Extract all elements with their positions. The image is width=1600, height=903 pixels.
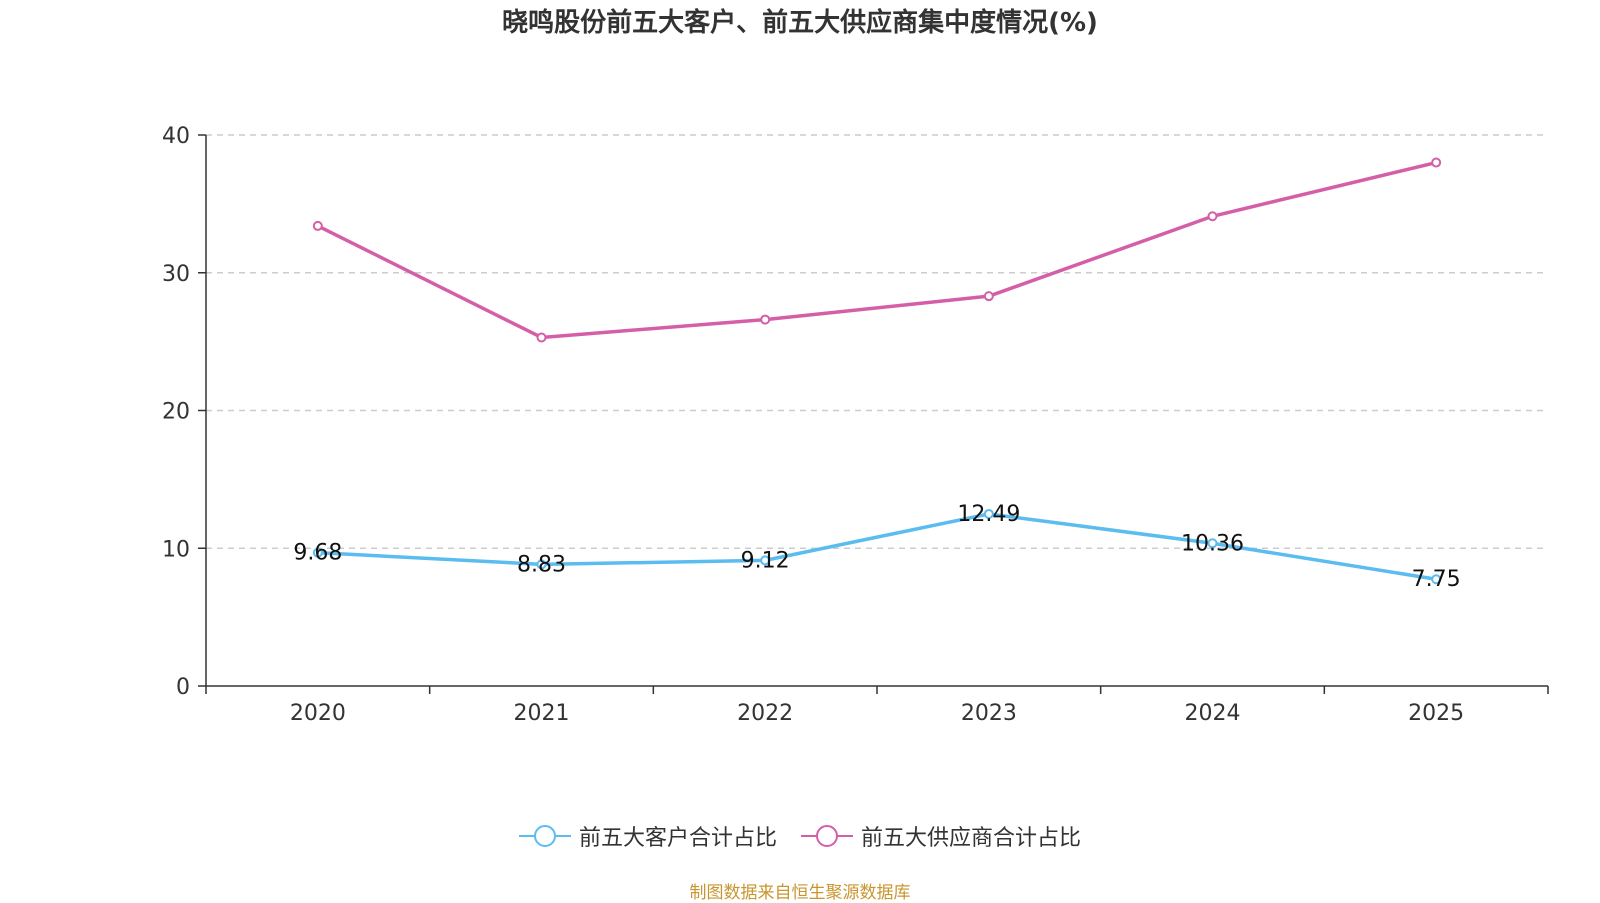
data-point-0[interactable] (1207, 538, 1218, 549)
data-point-1[interactable] (760, 314, 771, 325)
series-line-0 (317, 512, 1437, 581)
legend-marker-customers-icon (518, 825, 571, 847)
y-tick-label: 0 (176, 675, 190, 700)
x-tick-label: 2020 (290, 701, 346, 726)
data-point-1[interactable] (312, 220, 323, 231)
legend-item-customers[interactable]: 前五大客户合计占比 (518, 820, 777, 852)
data-label-0: 7.75 (1412, 567, 1461, 592)
data-label-0: 9.68 (293, 541, 342, 566)
data-label-0: 10.36 (1181, 531, 1244, 556)
x-tick-label: 2023 (961, 701, 1017, 726)
y-tick-label: 20 (162, 400, 190, 425)
data-point-1[interactable] (536, 332, 547, 343)
data-point-0[interactable] (312, 547, 323, 558)
legend-item-suppliers[interactable]: 前五大供应商合计占比 (801, 820, 1081, 852)
legend-marker-suppliers-icon (801, 825, 853, 847)
data-point-1[interactable] (1431, 157, 1442, 168)
chart-title: 晓鸣股份前五大客户、前五大供应商集中度情况(%) (502, 8, 1098, 38)
series-line-1 (317, 160, 1437, 340)
data-point-1[interactable] (1207, 211, 1218, 222)
x-tick-label: 2021 (514, 701, 570, 726)
data-point-0[interactable] (983, 508, 994, 519)
x-tick-label: 2024 (1185, 701, 1241, 726)
x-tick-label: 2022 (737, 701, 793, 726)
legend: 前五大客户合计占比 前五大供应商合计占比 (0, 820, 1600, 852)
data-label-0: 9.12 (741, 548, 790, 573)
data-point-0[interactable] (760, 555, 771, 566)
y-tick-label: 30 (162, 262, 190, 287)
legend-label-suppliers: 前五大供应商合计占比 (861, 826, 1082, 851)
x-tick-label: 2025 (1408, 701, 1464, 726)
data-label-0: 8.83 (517, 552, 566, 577)
legend-label-customers: 前五大客户合计占比 (578, 826, 777, 851)
data-point-0[interactable] (536, 559, 547, 570)
data-point-1[interactable] (983, 291, 994, 302)
data-point-0[interactable] (1431, 574, 1442, 585)
y-tick-label: 10 (162, 537, 190, 562)
source-note: 制图数据来自恒生聚源数据库 (689, 883, 911, 903)
data-label-0: 12.49 (957, 502, 1020, 527)
y-tick-label: 40 (162, 124, 190, 149)
